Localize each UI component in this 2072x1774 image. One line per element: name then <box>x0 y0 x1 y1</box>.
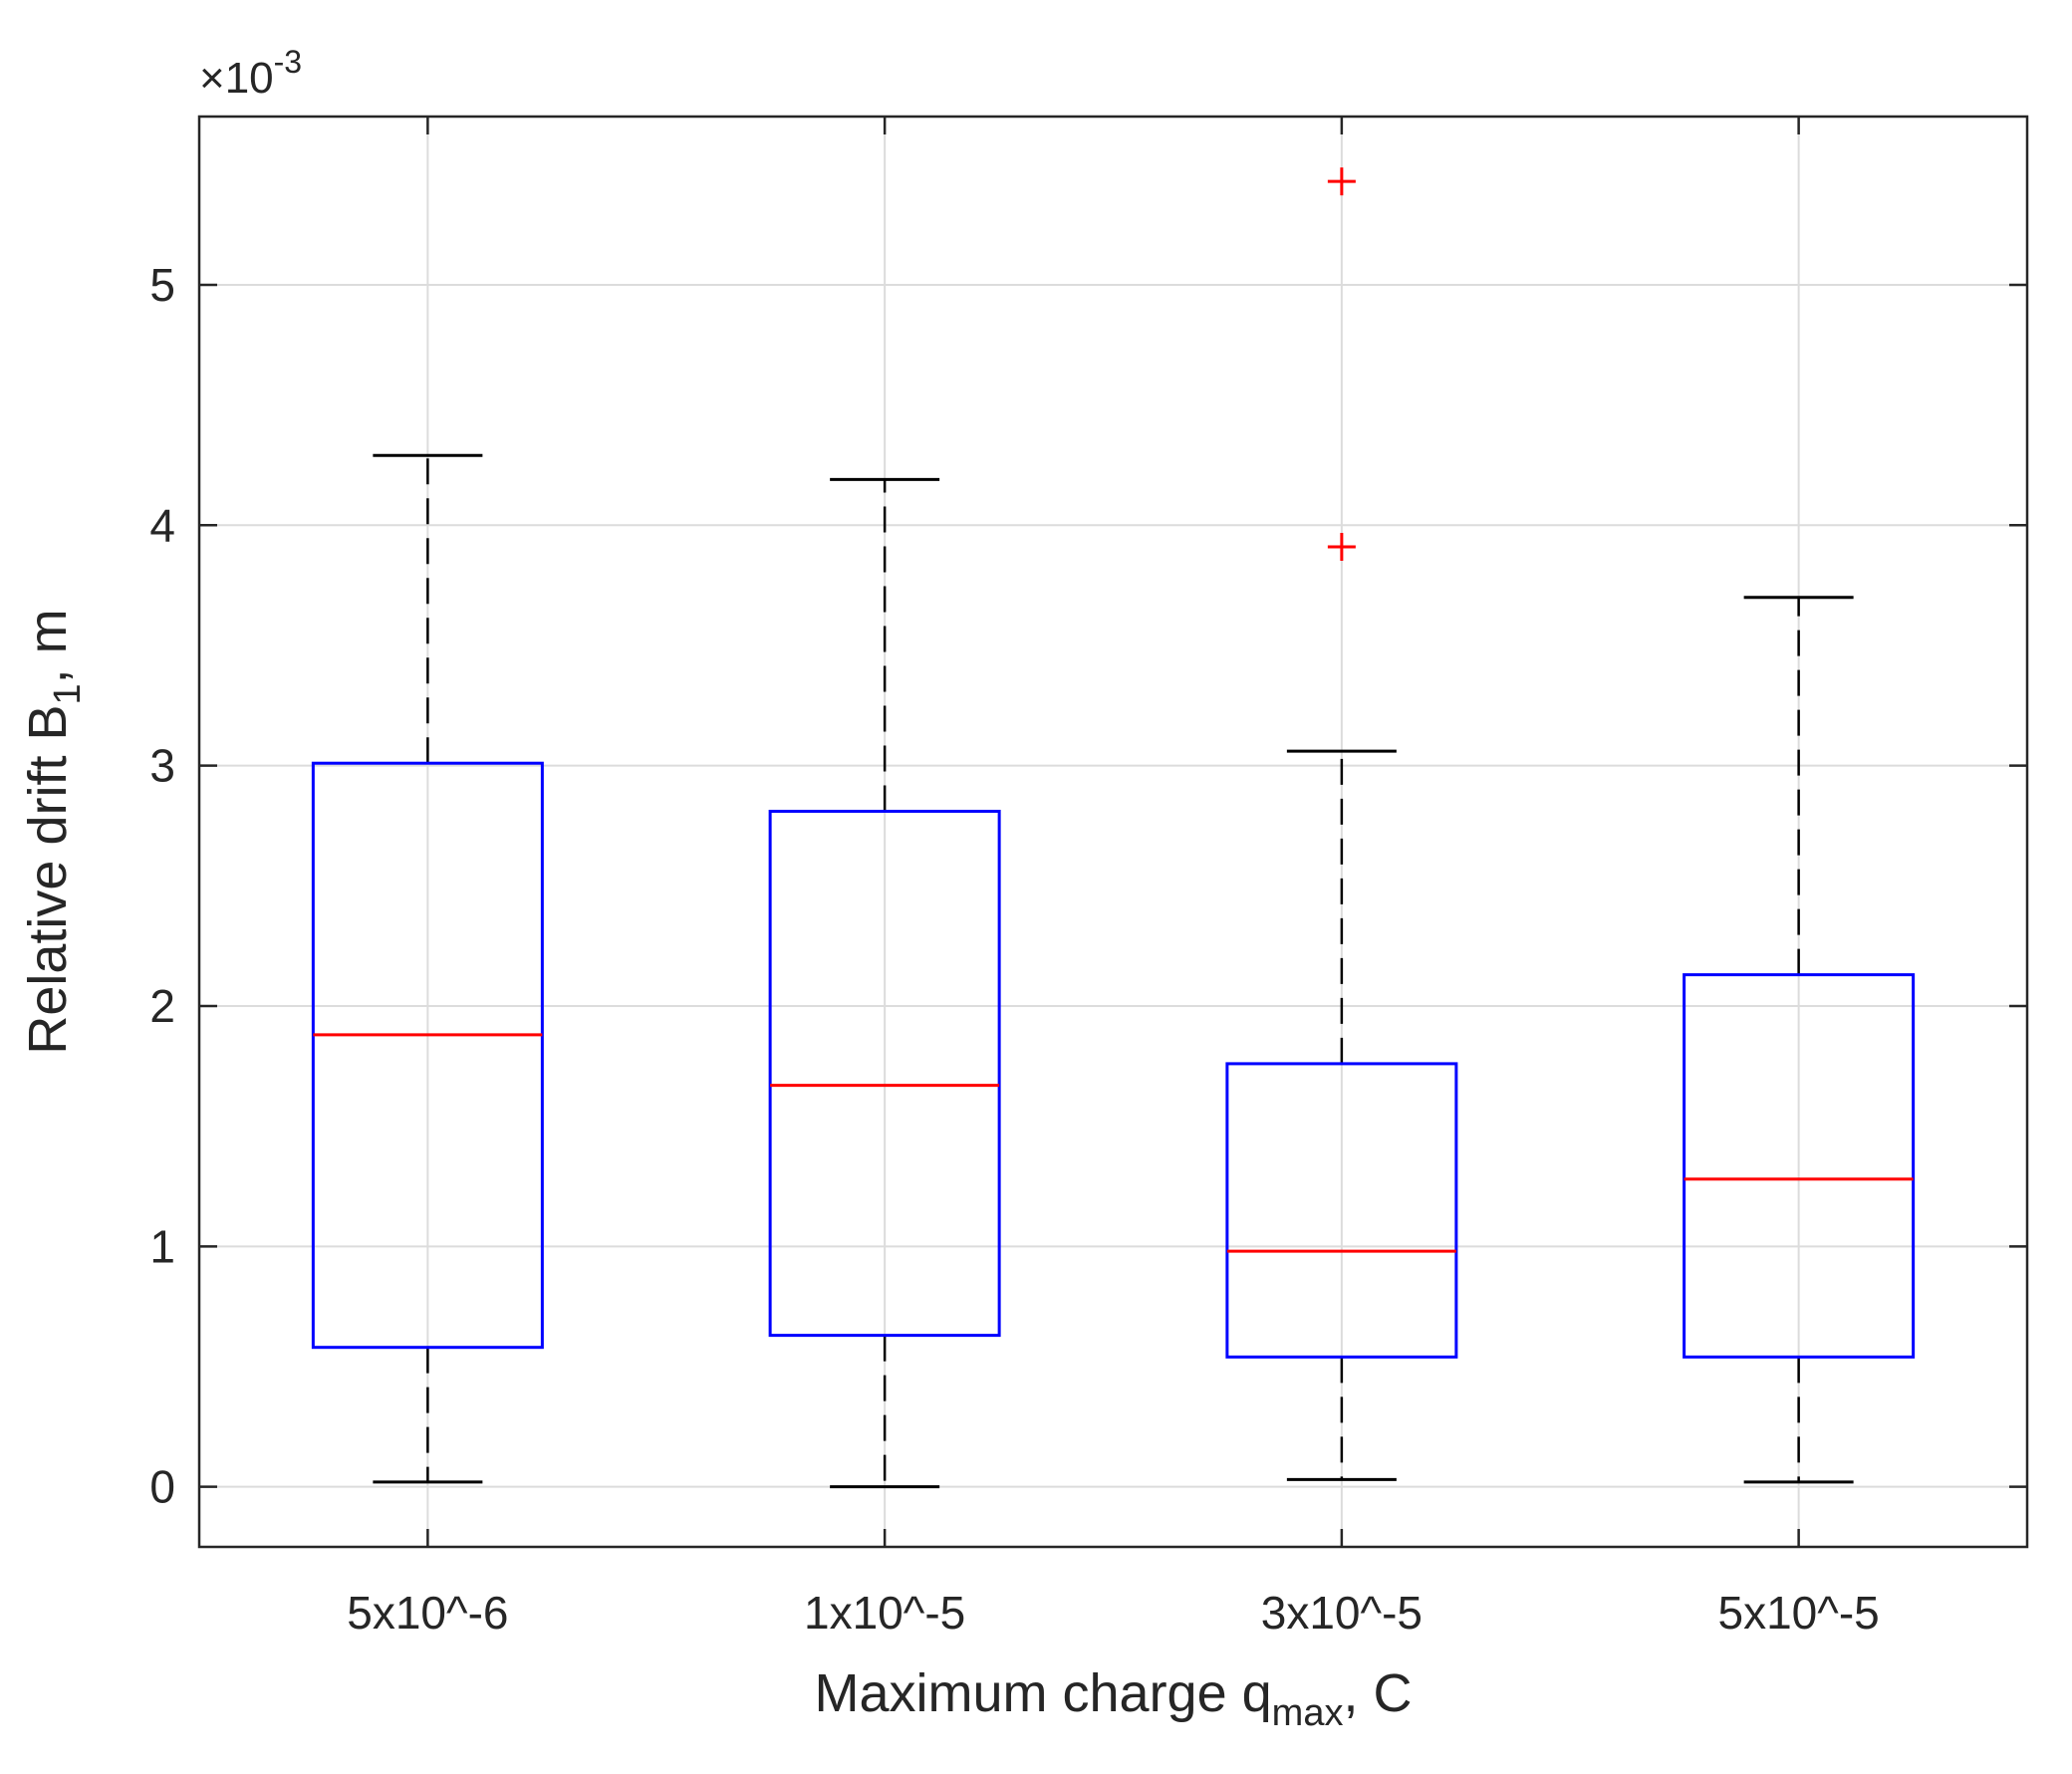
x-axis-label-suffix: , C <box>1343 1663 1412 1723</box>
x-tick-label: 3x10^-5 <box>1261 1587 1423 1639</box>
x-axis-label: Maximum charge qmax, C <box>815 1663 1413 1734</box>
tick-layer: 0 1 2 3 4 5 5x10^-6 1x10^-5 3x10^-5 5x10^-5 <box>149 117 2027 1639</box>
box-layer <box>311 167 1916 1489</box>
iqr-box <box>311 761 544 1350</box>
plot-frame <box>197 115 2029 1549</box>
y-tick-label: 4 <box>149 499 175 551</box>
x-axis-label-main: Maximum charge q <box>815 1663 1272 1723</box>
box-group <box>311 453 544 1484</box>
y-tick-label: 5 <box>149 259 175 311</box>
box-group <box>768 477 1001 1489</box>
x-tick-label: 5x10^-5 <box>1718 1587 1880 1639</box>
grid-layer <box>199 117 2027 1547</box>
y-tick-label: 0 <box>149 1461 175 1513</box>
outlier-marker <box>1327 533 1356 562</box>
y-tick-label: 3 <box>149 740 175 792</box>
y-axis-label-main: Relative drift B <box>18 705 78 1055</box>
x-axis-label-subscript: max <box>1272 1692 1344 1734</box>
iqr-box <box>1225 1062 1458 1359</box>
outlier-marker <box>1327 167 1356 196</box>
x-tick-label: 5x10^-6 <box>347 1587 508 1639</box>
x-tick-label: 1x10^-5 <box>804 1587 965 1639</box>
y-multiplier-base: ×10 <box>199 54 274 103</box>
y-tick-label: 2 <box>149 980 175 1032</box>
iqr-box <box>768 809 1001 1338</box>
y-multiplier-exponent: -3 <box>274 44 302 80</box>
y-axis-label-subscript: 1 <box>47 683 89 704</box>
y-axis-label: Relative drift B1, m <box>18 609 89 1054</box>
y-axis-label-suffix: , m <box>18 609 78 683</box>
box-group <box>1683 596 1916 1484</box>
y-axis-multiplier: ×10-3 <box>199 44 302 103</box>
box-group <box>1225 167 1458 1481</box>
y-tick-label: 1 <box>149 1220 175 1272</box>
iqr-box <box>1683 973 1916 1359</box>
